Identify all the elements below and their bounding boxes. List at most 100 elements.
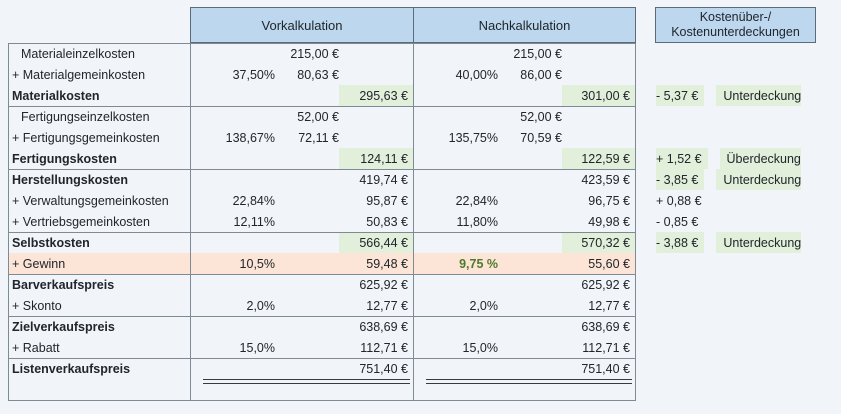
row-main: + Gewinn 10,5% 59,48 € 9,75 % 55,60 € — [8, 253, 636, 274]
vor-percent-cell — [191, 107, 275, 127]
vor-total-cell: 295,63 € — [339, 85, 413, 106]
row-main: Fertigungskosten 124,11 € 122,59 € — [8, 148, 636, 169]
table-row: + Vertriebsgemeinkosten 12,11% 50,83 € 11,8… — [8, 211, 698, 232]
vor-percent-cell: 12,11% — [233, 214, 275, 229]
vor-total-cell — [339, 127, 413, 148]
row-label: + Materialgemeinkosten — [9, 64, 191, 85]
nach-value-cell: 52,00 € — [520, 110, 562, 124]
row-main: + Fertigungsgemeinkosten 138,67% 72,11 €13… — [8, 127, 636, 148]
table-row: Barverkaufspreis 625,92 € 625,92 € — [8, 274, 636, 295]
vor-percent-cell: 22,84% — [232, 193, 275, 208]
row-main: Materialeinzelkosten 215,00 € 215,00 € — [8, 43, 636, 64]
nach-total-cell — [562, 127, 635, 148]
deviation-badge — [674, 358, 681, 379]
row-main: Selbstkosten 566,44 € 570,32 € — [8, 232, 636, 253]
table-row: + Fertigungsgemeinkosten 138,67% 72,11 €13… — [8, 127, 636, 148]
vor-value-cell — [275, 170, 339, 190]
nach-value-cell: 70,59 € — [520, 130, 562, 145]
table-row: + Gewinn 10,5% 59,48 € 9,75 % 55,60 € — [8, 253, 636, 274]
table-row: Listenverkaufspreis 751,40 € 751,40 € — [8, 358, 636, 384]
nach-column-cell: 625,92 € — [414, 275, 636, 295]
vor-percent-cell — [191, 275, 275, 295]
row-main: Herstellungskosten 419,74 € 423,59 € — [8, 169, 636, 190]
vor-percent-cell — [191, 233, 275, 253]
vor-value-cell — [275, 253, 339, 274]
deviation-badge: Überdeckung — [719, 148, 801, 169]
nach-value-cell — [498, 190, 562, 211]
nach-total-cell: 122,59 € — [562, 148, 635, 169]
table-row: Fertigungskosten 124,11 € 122,59 € + 1,52 €… — [8, 148, 801, 169]
vor-column-cell: 22,84% 95,87 € — [191, 190, 414, 211]
deviation-header-line1: Kostenüber-/ — [699, 10, 772, 24]
row-label: + Fertigungsgemeinkosten — [9, 127, 191, 148]
deviation-value — [656, 337, 662, 358]
nach-percent-cell: 11,80% — [456, 214, 498, 229]
vor-value-cell: 80,63 € — [297, 67, 339, 82]
nach-value-cell: 215,00 € — [513, 47, 562, 61]
vor-total-cell: 124,11 € — [339, 148, 413, 169]
vor-value-cell — [275, 359, 339, 379]
row-label: Fertigungskosten — [9, 148, 191, 169]
row-main: + Verwaltungsgemeinkosten 22,84% 95,87 €22… — [8, 190, 636, 211]
table-row: + Verwaltungsgemeinkosten 22,84% 95,87 €22… — [8, 190, 702, 211]
nach-column-cell: 15,0% 112,71 € — [414, 337, 636, 358]
deviation-badge: Unterdeckung — [716, 232, 802, 253]
nach-column-cell: 2,0% 12,77 € — [414, 295, 636, 316]
row-label: Fertigungseinzelkosten — [9, 107, 191, 127]
vor-value-cell — [275, 337, 339, 358]
vor-total-cell — [339, 64, 413, 85]
deviation-badge — [674, 337, 681, 358]
nach-value-cell — [498, 337, 562, 358]
vor-column-cell: 566,44 € — [191, 233, 414, 253]
vor-percent-cell — [191, 170, 275, 190]
vor-percent-cell — [191, 148, 275, 169]
nach-value-cell — [498, 85, 562, 106]
nach-column-cell: 638,69 € — [414, 317, 636, 337]
nach-total-cell — [562, 64, 635, 85]
row-main: + Materialgemeinkosten 37,50% 80,63 € 40,00… — [8, 64, 636, 85]
vor-percent-cell — [191, 85, 275, 106]
nach-value-cell — [498, 170, 562, 190]
row-label: Materialkosten — [9, 85, 191, 106]
vor-total-cell: 59,48 € — [366, 256, 408, 271]
vor-percent-cell — [191, 317, 275, 337]
nach-percent-cell — [414, 44, 498, 64]
nach-total-cell: 12,77 € — [588, 298, 630, 313]
nach-percent-cell — [414, 170, 498, 190]
table-row: + Materialgemeinkosten 37,50% 80,63 € 40,00… — [8, 64, 636, 85]
nach-percent-cell: 15,0% — [462, 340, 498, 355]
row-main: + Skonto 2,0% 12,77 € 2,0% 12,77 € — [8, 295, 636, 316]
row-label: Materialeinzelkosten — [9, 44, 191, 64]
deviation-value — [656, 106, 662, 127]
vor-total-cell: 638,69 € — [359, 320, 408, 334]
vor-total-cell: 625,92 € — [359, 278, 408, 292]
deviation-badge — [674, 253, 681, 274]
deviation-value — [656, 295, 662, 316]
deviation-value — [656, 43, 662, 64]
row-label: + Skonto — [9, 295, 191, 316]
nach-percent-cell — [414, 317, 498, 337]
calc-table-body: Materialeinzelkosten 215,00 € 215,00 € + Ma… — [8, 43, 802, 401]
deviation-value: - 5,37 € — [656, 85, 705, 106]
row-label: + Verwaltungsgemeinkosten — [9, 190, 191, 211]
vor-value-cell — [275, 190, 339, 211]
nach-percent-cell — [414, 379, 498, 400]
row-label: Selbstkosten — [9, 233, 191, 253]
deviation-badge — [674, 295, 681, 316]
nach-total-cell: 625,92 € — [581, 278, 630, 292]
vor-total-cell: 751,40 € — [359, 362, 408, 376]
row-main: + Rabatt 15,0% 112,71 € 15,0% 112,71 € — [8, 337, 636, 358]
vor-value-cell — [275, 85, 339, 106]
row-label: + Rabatt — [9, 337, 191, 358]
nach-column-cell — [414, 379, 636, 400]
nach-total-cell: 638,69 € — [581, 320, 630, 334]
nach-total-cell: 423,59 € — [581, 173, 630, 187]
deviation-value: - 3,85 € — [656, 169, 705, 190]
row-main — [8, 379, 636, 400]
nach-column-cell: 301,00 € — [414, 85, 636, 106]
nach-column-cell: 52,00 € — [414, 107, 636, 127]
deviation-badge — [674, 316, 681, 337]
deviation-badge: Unterdeckung — [716, 169, 802, 190]
nach-percent-cell: 40,00% — [455, 67, 498, 82]
nach-column-cell: 40,00% 86,00 € — [414, 64, 636, 85]
